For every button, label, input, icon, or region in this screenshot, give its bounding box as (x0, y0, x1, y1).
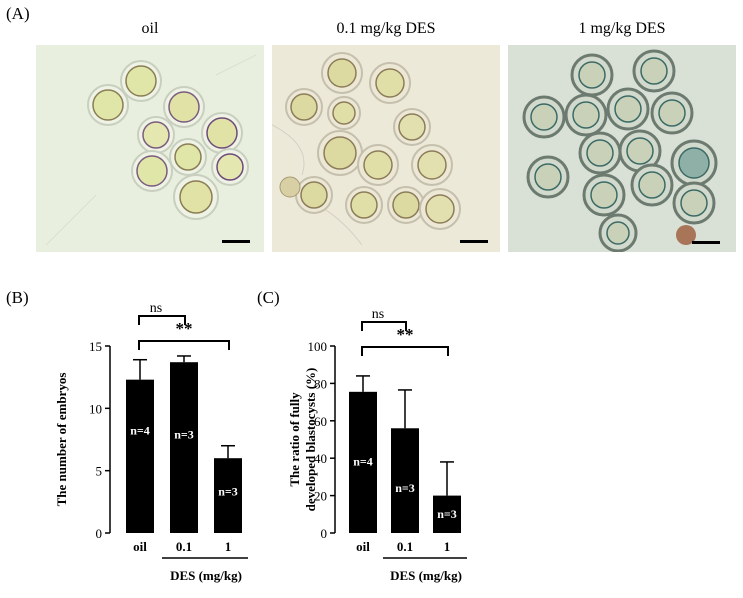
n-label-oil: n=4 (130, 424, 150, 438)
significance-label-1: ** (176, 319, 193, 338)
significance-label-1: ** (397, 325, 414, 344)
scale-bar-1 (692, 241, 720, 244)
panel-label-c: (C) (257, 288, 280, 307)
panel-label-b: (B) (6, 288, 29, 307)
embryo-cluster-1 (522, 49, 718, 252)
scale-bar-01 (460, 240, 488, 243)
n-label-oil: n=4 (353, 455, 373, 469)
bar-0.1 (170, 362, 198, 533)
x-axis-label: DES (mg/kg) (170, 568, 242, 583)
bar-0.1 (391, 428, 419, 533)
bar-1 (433, 495, 461, 533)
x-tick-label-0.1: 0.1 (397, 539, 413, 554)
y-tick-label-1: 5 (96, 464, 103, 479)
significance-bracket-star (138, 340, 230, 350)
y-axis-label: The number of embryos (54, 373, 69, 507)
y-tick-label-4: 80 (314, 376, 327, 391)
panel-label-a: (A) (6, 4, 30, 23)
bar-1 (214, 458, 242, 533)
y-tick-label-0: 0 (321, 526, 328, 541)
y-tick-label-3: 15 (89, 339, 102, 354)
n-label-1: n=3 (218, 485, 238, 499)
bar-oil (349, 391, 377, 533)
y-tick-label-2: 10 (89, 401, 102, 416)
bar-oil (126, 379, 154, 533)
significance-bracket-ns (361, 321, 407, 331)
x-tick-label-1: 1 (225, 539, 232, 554)
n-label-0.1: n=3 (395, 481, 415, 495)
x-tick-label-oil: oil (356, 539, 370, 554)
x-tick-label-0.1: 0.1 (176, 539, 192, 554)
y-axis-label-line-1: developed blastocysts (%) (303, 368, 318, 512)
y-tick-label-5: 100 (308, 339, 328, 354)
chart-b: 0 5 10 15 The number of embryos n=4 oil n=3 0.1 n… (54, 301, 248, 583)
significance-label-0: ns (150, 301, 162, 316)
n-label-1: n=3 (437, 507, 457, 521)
image-title-01-des: 0.1 mg/kg DES (336, 20, 436, 37)
embryo-cluster-oil (87, 60, 249, 220)
scale-bar-oil (222, 240, 250, 243)
y-tick-label-3: 60 (314, 414, 327, 429)
y-tick-label-2: 40 (314, 451, 327, 466)
x-tick-label-oil: oil (133, 539, 147, 554)
n-label-0.1: n=3 (174, 427, 194, 441)
micrograph-1-des (508, 45, 736, 252)
micrograph-oil (36, 45, 264, 252)
y-tick-label-1: 20 (314, 489, 327, 504)
x-axis-label: DES (mg/kg) (390, 568, 462, 583)
significance-bracket-star (361, 346, 449, 356)
y-axis-label-line-0: The ratio of fully (287, 392, 302, 487)
significance-bracket-ns (138, 315, 186, 325)
chart-c: 0 20 40 60 80 100 The ratio of fully developed … (287, 307, 467, 583)
micrograph-01-des (272, 45, 500, 252)
image-title-oil: oil (141, 20, 159, 37)
x-tick-label-1: 1 (444, 539, 451, 554)
significance-label-0: ns (372, 307, 384, 322)
embryo-cluster-01 (279, 52, 461, 230)
image-title-1-des: 1 mg/kg DES (578, 20, 666, 37)
y-tick-label-0: 0 (96, 526, 103, 541)
